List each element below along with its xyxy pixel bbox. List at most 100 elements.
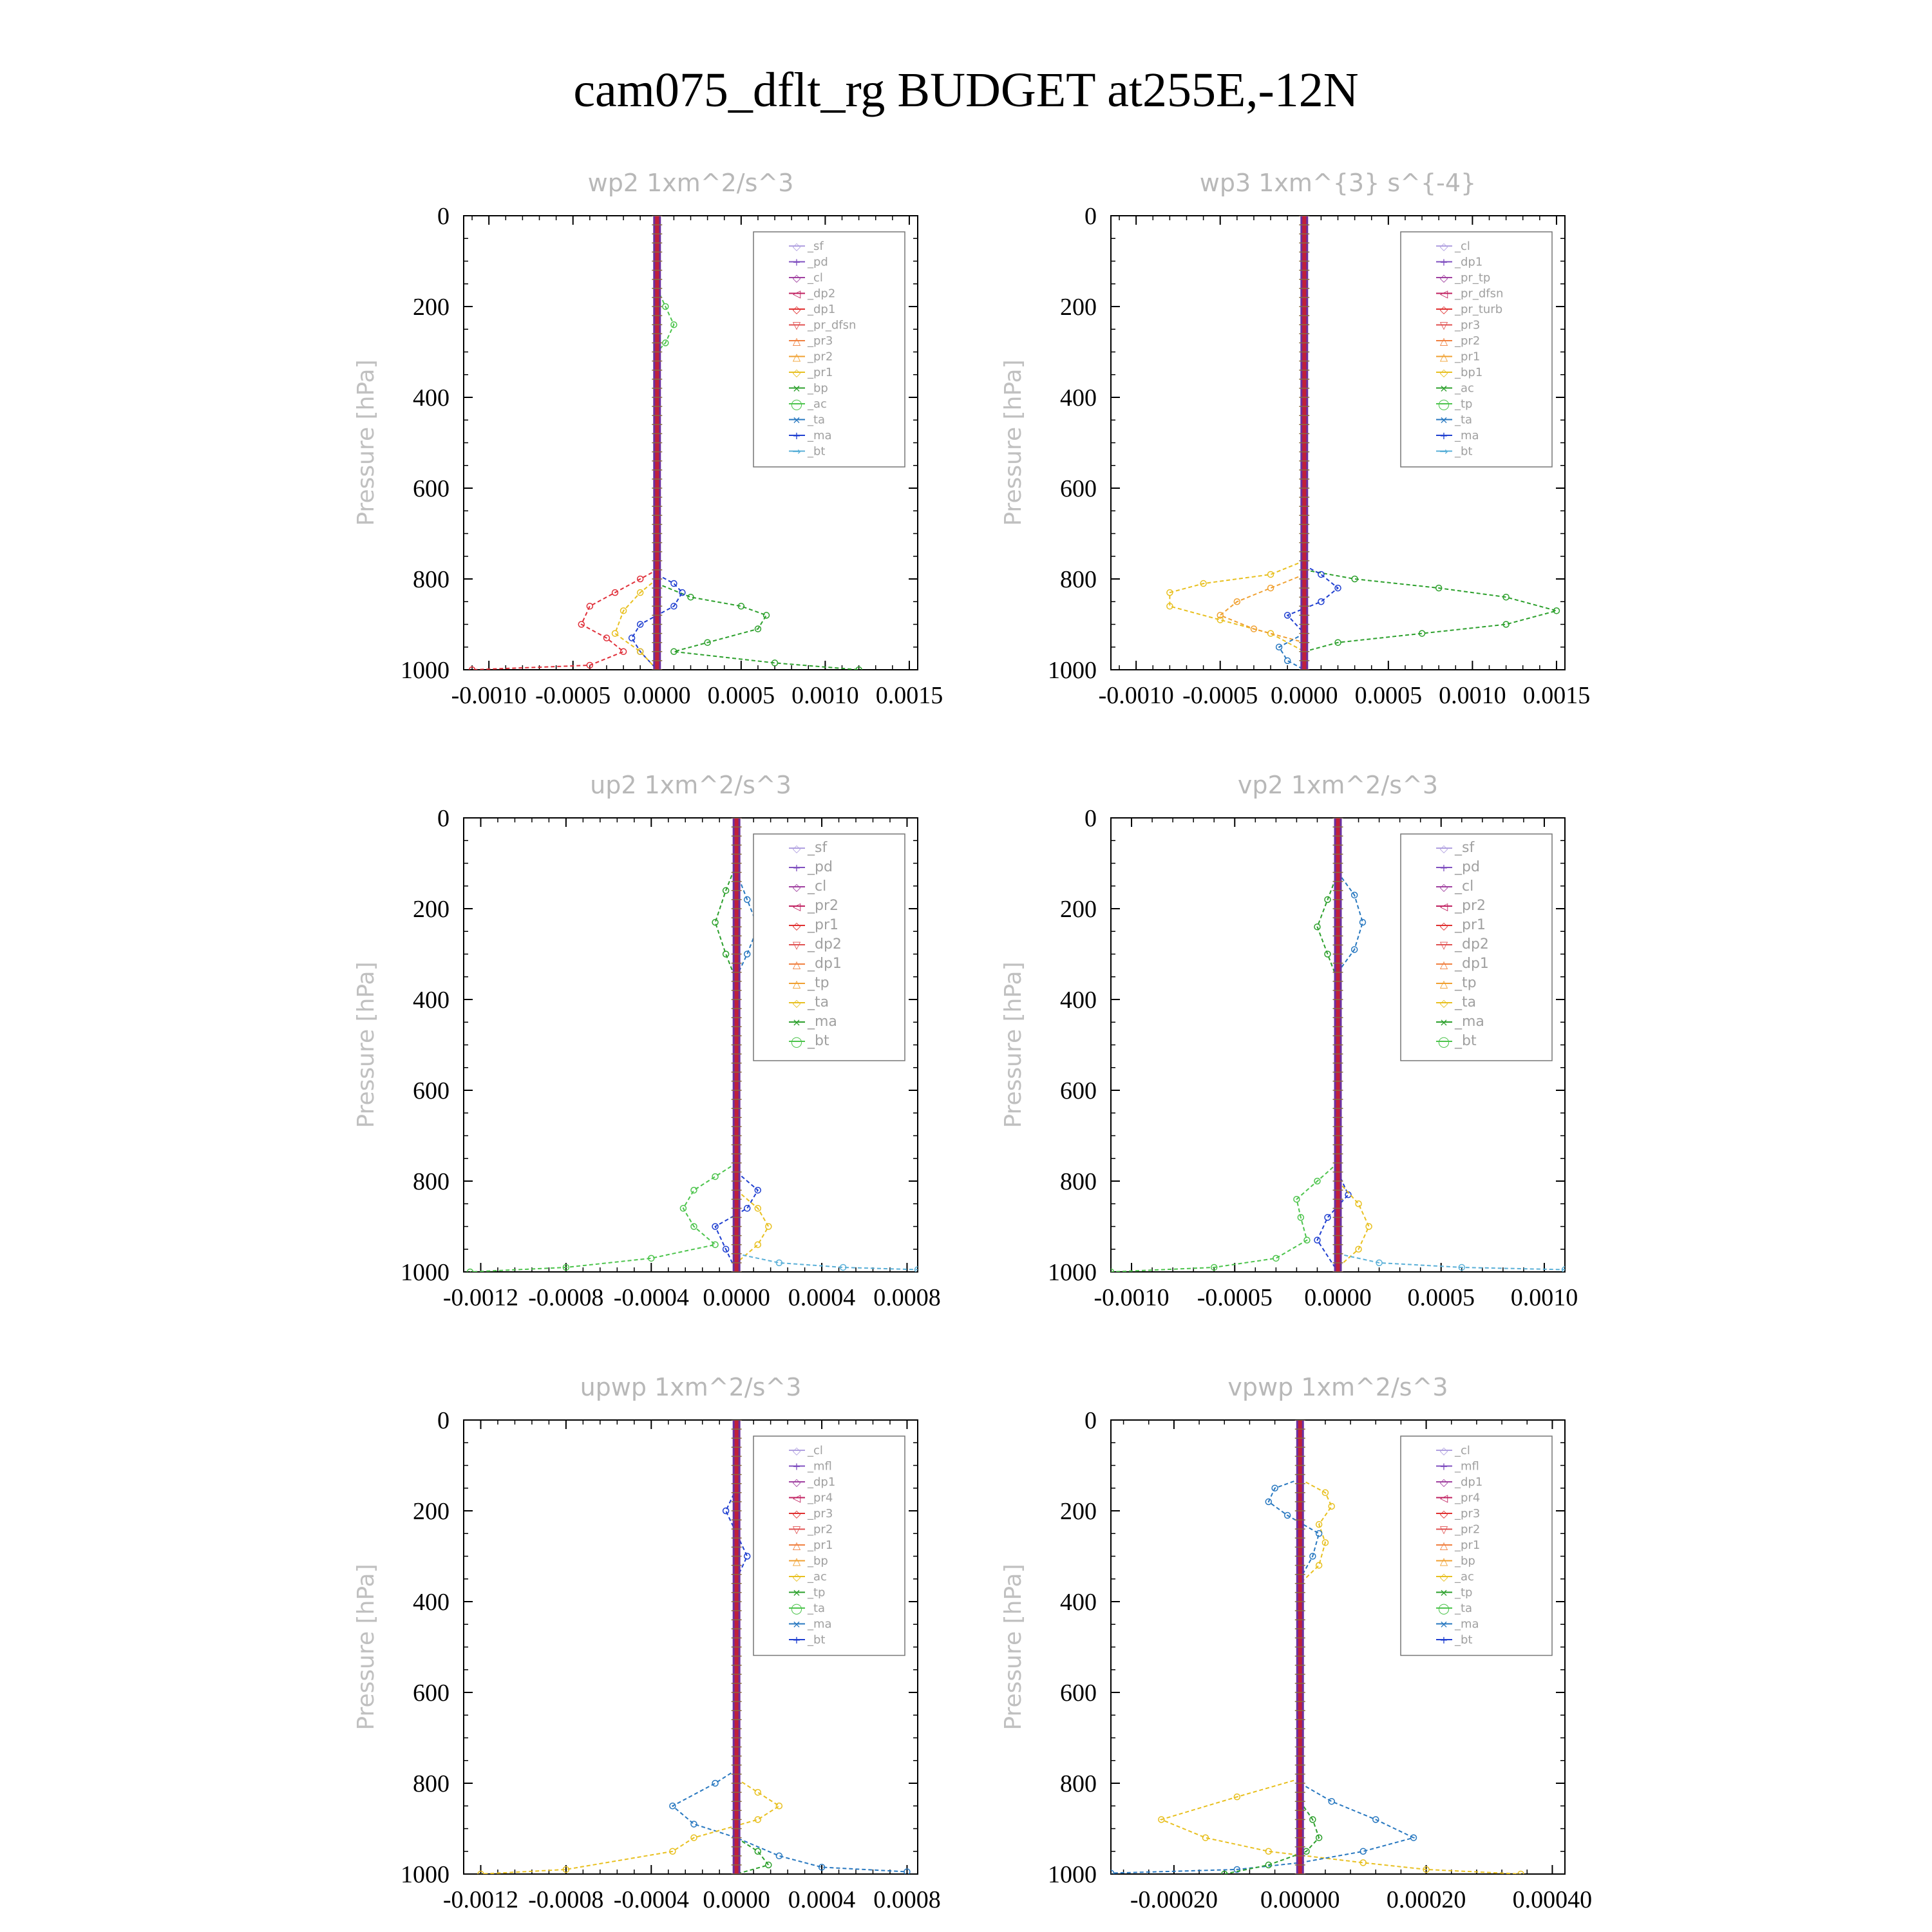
legend-label: _dp2 xyxy=(1454,936,1489,952)
data-point xyxy=(754,1186,762,1194)
y-tick-label: 800 xyxy=(413,1168,450,1195)
data-point xyxy=(690,1834,697,1841)
x-tick-label: 0.0000 xyxy=(703,1284,770,1311)
y-axis-label: Pressure [hPa] xyxy=(1000,961,1027,1128)
series-line xyxy=(736,1837,770,1874)
y-tick-label: 400 xyxy=(1060,1589,1097,1616)
x-tick-label: -0.0010 xyxy=(1094,1284,1169,1311)
x-tick-label: -0.00020 xyxy=(1130,1886,1218,1913)
legend-label: _bt xyxy=(1454,1033,1477,1049)
y-tick-label: 200 xyxy=(413,294,450,321)
legend-label: _ac xyxy=(1454,1570,1474,1584)
data-point xyxy=(1271,1484,1278,1492)
data-point xyxy=(1202,1834,1209,1841)
legend-marker: △ xyxy=(793,1539,801,1551)
legend-marker: ◇ xyxy=(1440,303,1448,316)
legend-marker: + xyxy=(792,1634,800,1646)
legend-label: _pr1 xyxy=(1454,1539,1480,1552)
data-point xyxy=(1265,1498,1273,1506)
legend-label: _ma xyxy=(1454,1014,1484,1030)
series-line xyxy=(656,288,675,353)
legend-marker: ◇ xyxy=(793,881,801,893)
data-point xyxy=(670,648,677,656)
x-tick-label: 0.0000 xyxy=(1304,1284,1372,1311)
legend-box xyxy=(1400,231,1553,468)
data-point xyxy=(636,621,644,628)
legend-label: _pr3 xyxy=(1454,319,1480,332)
legend-label: _ac xyxy=(807,397,827,411)
data-point xyxy=(611,589,619,596)
data-point xyxy=(1283,657,1291,665)
panel-4: vp2 1xm^2/s^3 Pressure [hPa] 0 200 400 600 800… xyxy=(1000,771,1578,1311)
data-point xyxy=(1315,1520,1323,1528)
legend-marker: ◯ xyxy=(791,1036,802,1048)
data-point xyxy=(1314,1177,1321,1185)
data-point xyxy=(1334,639,1341,646)
y-tick-label: 0 xyxy=(1084,203,1097,230)
data-point xyxy=(743,896,751,904)
legend: ◇ _sf + _pd ◇ _cl ◁ _pr2 ◇ _pr1 ▽ _dp2 △ _dp1 △ _tp ◇ _ta… xyxy=(1400,833,1553,1061)
data-point xyxy=(636,648,644,656)
data-point xyxy=(1303,1236,1311,1244)
series-group xyxy=(468,216,862,670)
x-tick-label: 0.0004 xyxy=(788,1886,856,1913)
x-tick-label: 0.00020 xyxy=(1387,1886,1466,1913)
legend-marker: × xyxy=(1439,1618,1448,1631)
legend-marker: △ xyxy=(1440,351,1448,363)
data-point xyxy=(1502,621,1510,628)
data-point xyxy=(743,951,751,958)
data-point xyxy=(1328,1797,1335,1805)
legend-marker: + xyxy=(792,430,800,442)
legend-marker: △ xyxy=(1440,1555,1448,1567)
data-point xyxy=(1410,1834,1417,1841)
legend-label: _bt xyxy=(1454,445,1472,459)
y-tick-label: 400 xyxy=(413,987,450,1014)
data-point xyxy=(1359,1848,1367,1855)
legend-box xyxy=(1400,833,1553,1061)
data-point xyxy=(1321,1489,1329,1497)
data-point xyxy=(1309,1553,1316,1560)
data-point xyxy=(687,593,694,601)
data-point xyxy=(1372,1816,1379,1823)
legend-marker: × xyxy=(1439,1587,1448,1599)
legend-marker: ◇ xyxy=(1440,366,1448,379)
legend-label: _cl xyxy=(1454,240,1470,253)
legend-label: _dp1 xyxy=(1454,956,1489,972)
x-tick-label: 0.0015 xyxy=(876,682,943,709)
data-point xyxy=(562,1264,570,1271)
y-axis-label: Pressure [hPa] xyxy=(1000,359,1027,526)
data-point xyxy=(914,1266,918,1272)
series-line xyxy=(1111,1162,1339,1272)
legend: ◇ _cl + _mfl ◇ _dp1 ◁ _pr4 ◇ _pr3 ▽ _pr2 △ _pr1 △ _bp ◇ _… xyxy=(753,1435,905,1656)
x-tick-label: -0.0010 xyxy=(451,682,527,709)
data-point xyxy=(1321,1539,1329,1546)
data-point xyxy=(839,1264,847,1271)
y-tick-label: 800 xyxy=(1060,1770,1097,1797)
data-point xyxy=(1423,1866,1430,1873)
y-tick-label: 200 xyxy=(1060,1498,1097,1525)
legend-marker: ◇ xyxy=(793,1444,801,1457)
data-point xyxy=(1314,923,1321,931)
series-line xyxy=(1338,1253,1565,1271)
legend-label: _tp xyxy=(807,975,829,991)
legend-marker: ◇ xyxy=(793,272,801,284)
legend: ◇ _sf + _pd ◇ _cl ◁ _pr2 ◇ _pr1 ▽ _dp2 △ _dp1 △ _tp ◇ _ta… xyxy=(753,833,905,1061)
series-line xyxy=(1159,1777,1521,1874)
legend-label: _ma xyxy=(807,1618,832,1631)
legend-label: _cl xyxy=(807,878,826,895)
data-point xyxy=(1418,630,1426,637)
data-point xyxy=(1435,584,1443,592)
legend-box xyxy=(753,231,905,468)
data-point xyxy=(1359,1859,1367,1866)
data-point xyxy=(1315,1834,1323,1841)
legend-label: _dp2 xyxy=(807,936,842,952)
x-tick-label: 0.0005 xyxy=(1355,682,1423,709)
data-point xyxy=(620,648,627,656)
data-point xyxy=(754,1241,762,1248)
legend-label: _pr1 xyxy=(807,917,838,933)
legend-marker: ◇ xyxy=(793,1476,801,1488)
panel-title: vp2 1xm^2/s^3 xyxy=(1238,771,1438,799)
legend-label: _cl xyxy=(1454,878,1473,895)
y-tick-label: 600 xyxy=(413,475,450,502)
y-axis-label: Pressure [hPa] xyxy=(353,359,379,526)
